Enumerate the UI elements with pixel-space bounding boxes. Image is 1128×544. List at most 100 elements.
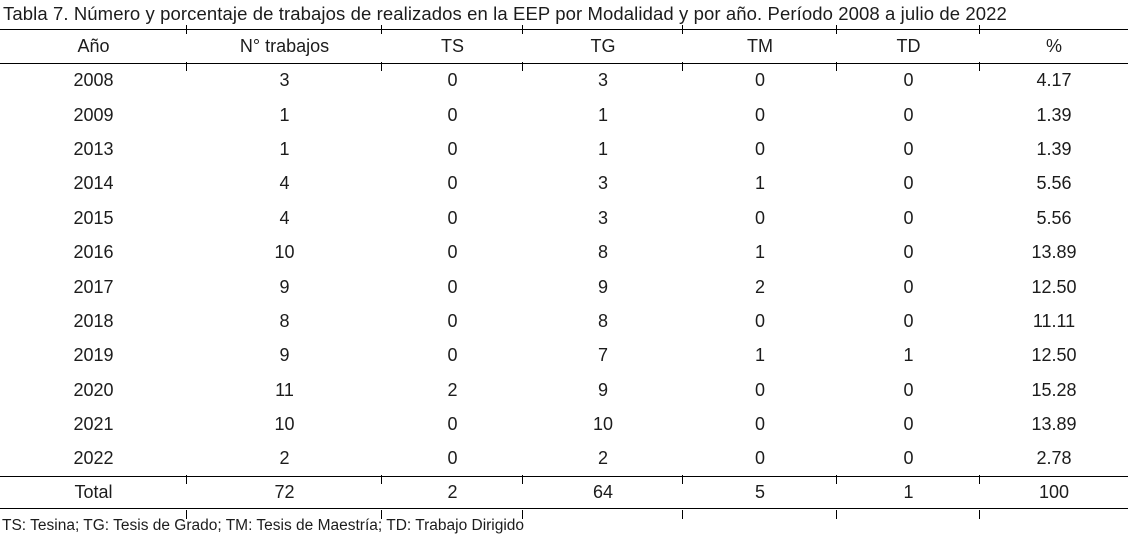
table-cell: 5.56 (1036, 173, 1072, 194)
table-cell: 1 (597, 104, 608, 125)
total-label: Total (0, 475, 187, 510)
total-pct: 100 (980, 475, 1128, 510)
table-cell: 1 (754, 242, 765, 263)
table-cell: 10 (274, 242, 295, 263)
total-row: Total 72 2 64 5 1 100 (0, 475, 1128, 510)
table-cell: 2016 (73, 242, 114, 263)
table-cell: 0 (903, 207, 914, 228)
table-cell: 0 (447, 207, 458, 228)
table-cell: 2020 (73, 379, 114, 400)
table-cell: 0 (754, 138, 765, 159)
table-cell: 12.50 (1031, 345, 1077, 366)
column-tick (381, 25, 383, 34)
table-cell: 0 (903, 138, 914, 159)
table-cell: 0 (903, 379, 914, 400)
table-cell: 11 (275, 379, 294, 400)
column-tick (522, 510, 524, 519)
column-tick (381, 475, 383, 484)
table-row: 2021 10 0 10 0 0 13.89 (0, 407, 1128, 441)
table-row: 2008 3 0 3 0 0 4.17 (0, 64, 1128, 98)
table-cell: 8 (597, 242, 608, 263)
table-cell: 0 (754, 379, 765, 400)
table-cell: 15.28 (1031, 379, 1077, 400)
table-cell: 4 (279, 207, 290, 228)
table-cell: 8 (597, 310, 608, 331)
table-header: Año N° trabajos TS TG TM TD % (0, 29, 1128, 64)
table-cell: 0 (903, 448, 914, 469)
table-cell: 0 (754, 104, 765, 125)
column-tick (186, 475, 188, 484)
column-tick (682, 475, 684, 484)
total-tm: 5 (683, 475, 837, 510)
table-cell: 0 (447, 173, 458, 194)
table-cell: 0 (754, 70, 765, 91)
column-tick (522, 25, 524, 34)
column-tick (522, 475, 524, 484)
table-row: 2014 4 0 3 1 0 5.56 (0, 167, 1128, 201)
table-cell: 1 (754, 173, 765, 194)
column-tick (979, 475, 981, 484)
table-row: 2016 10 0 8 1 0 13.89 (0, 235, 1128, 269)
column-tick (979, 25, 981, 34)
table-cell: 7 (597, 345, 608, 366)
table-cell: 0 (447, 242, 458, 263)
table-row: 2015 4 0 3 0 0 5.56 (0, 201, 1128, 235)
column-tick (836, 475, 838, 484)
table-cell: 0 (754, 448, 765, 469)
table-cell: 4.17 (1036, 70, 1072, 91)
table-cell: 9 (597, 276, 608, 297)
column-header-ano: Año (0, 29, 187, 64)
table-cell: 2018 (73, 310, 114, 331)
table-footnote: TS: Tesina; TG: Tesis de Grado; TM: Tesi… (2, 517, 525, 534)
column-tick (836, 25, 838, 34)
table-cell: 4 (279, 173, 290, 194)
table-cell: 2017 (73, 276, 114, 297)
column-tick (186, 25, 188, 34)
column-header-pct: % (980, 29, 1128, 64)
table-cell: 9 (597, 379, 608, 400)
table-row: 2018 8 0 8 0 0 11.11 (0, 304, 1128, 338)
table-cell: 11.11 (1032, 310, 1076, 331)
total-ts: 2 (382, 475, 523, 510)
table-cell: 0 (754, 414, 765, 435)
table-row: 2009 1 0 1 0 0 1.39 (0, 98, 1128, 132)
table-cell: 2014 (73, 173, 114, 194)
table-cell: 2021 (73, 414, 114, 435)
column-tick (979, 510, 981, 519)
table-row: 2013 1 0 1 0 0 1.39 (0, 132, 1128, 166)
table-cell: 2015 (73, 207, 114, 228)
column-tick (682, 510, 684, 519)
table-cell: 0 (447, 104, 458, 125)
table-cell: 2022 (73, 448, 114, 469)
column-tick (682, 62, 684, 71)
column-tick (979, 62, 981, 71)
table-body: 2008 3 0 3 0 0 4.17 2009 1 0 1 0 0 1.39 2013 1 0 1 0 0 1.39 2… (0, 64, 1128, 477)
table-cell: 2 (754, 276, 765, 297)
table-cell: 0 (903, 414, 914, 435)
column-tick (522, 62, 524, 71)
table-cell: 1.39 (1036, 104, 1072, 125)
table-cell: 1 (597, 138, 608, 159)
table-cell: 2.78 (1036, 448, 1072, 469)
table-cell: 2 (597, 448, 608, 469)
total-tg: 64 (523, 475, 683, 510)
table-cell: 3 (597, 173, 608, 194)
data-table: Año N° trabajos TS TG TM TD % 2008 3 0 3 0 0 4… (0, 29, 1128, 510)
table-cell: 13.89 (1031, 242, 1077, 263)
column-header-trabajos: N° trabajos (187, 29, 382, 64)
table-cell: 0 (754, 207, 765, 228)
table-cell: 0 (447, 448, 458, 469)
table-cell: 0 (754, 310, 765, 331)
total-td: 1 (837, 475, 980, 510)
column-tick (381, 510, 383, 519)
table-cell: 0 (447, 138, 458, 159)
table-cell: 10 (274, 414, 295, 435)
column-tick (682, 25, 684, 34)
column-header-tg: TG (523, 29, 683, 64)
table-cell: 0 (447, 414, 458, 435)
table-cell: 0 (903, 173, 914, 194)
column-header-ts: TS (382, 29, 523, 64)
column-header-tm: TM (683, 29, 837, 64)
table-row: 2022 2 0 2 0 0 2.78 (0, 442, 1128, 476)
